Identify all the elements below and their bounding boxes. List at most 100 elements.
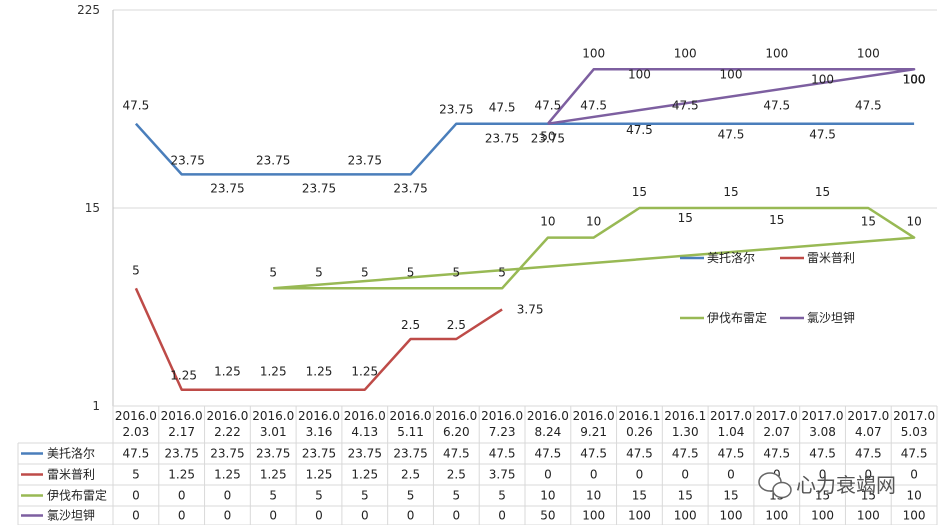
table-cell: 5	[453, 489, 461, 503]
table-cell: 0	[910, 468, 918, 482]
series-line-3	[273, 206, 916, 290]
category-label: 2016.1	[664, 409, 706, 423]
data-label: 100	[903, 72, 926, 86]
data-label: 5	[315, 265, 323, 279]
data-label: 15	[632, 185, 647, 199]
data-table: 2016.0 2.03 2016.0 2.17 2016.0 2.22 2016.0 3.01…	[17, 405, 938, 525]
wechat-bubble-icon	[758, 472, 792, 499]
table-cell: 5	[498, 489, 506, 503]
table-cell: 100	[582, 509, 605, 523]
legend-label: 雷米普利	[807, 251, 855, 265]
table-cell: 47.5	[763, 447, 790, 461]
table-cell: 0	[178, 489, 186, 503]
data-label: 23.75	[348, 153, 382, 167]
data-label: 23.75	[170, 153, 204, 167]
table-cell: 23.75	[393, 447, 427, 461]
table-cell: 100	[811, 509, 834, 523]
table-cell: 5	[269, 489, 277, 503]
data-label: 5	[132, 263, 140, 277]
category-label: 2016.0	[206, 409, 248, 423]
table-cell: 0	[361, 509, 369, 523]
table-cell: 100	[857, 509, 880, 523]
category-label: 3.08	[809, 425, 836, 439]
data-label: 23.75	[256, 153, 290, 167]
table-cell: 50	[540, 509, 555, 523]
data-label: 100	[628, 67, 651, 81]
table-cell: 3.75	[489, 468, 516, 482]
y-tick-label: 1	[92, 399, 100, 413]
category-label: 2016.0	[252, 409, 294, 423]
category-label: 4.07	[855, 425, 882, 439]
series-lines	[134, 68, 916, 391]
category-label: 2017.0	[893, 409, 935, 423]
table-cell: 23.75	[348, 447, 382, 461]
table-cell: 100	[674, 509, 697, 523]
table-cell: 47.5	[718, 447, 745, 461]
table-cell: 1.25	[214, 468, 241, 482]
data-label: 47.5	[123, 99, 150, 113]
table-cell: 1.25	[260, 468, 287, 482]
table-cell: 15	[632, 489, 647, 503]
table-cell: 23.75	[164, 447, 198, 461]
table-cell: 0	[269, 509, 277, 523]
data-label: 47.5	[489, 101, 516, 115]
data-label: 100	[765, 46, 788, 60]
table-cell: 5	[315, 489, 323, 503]
table-cell: 0	[727, 468, 735, 482]
table-cell: 47.5	[626, 447, 653, 461]
category-label: 2016.1	[618, 409, 660, 423]
category-label: 2017.0	[847, 409, 889, 423]
data-label: 47.5	[855, 99, 882, 113]
data-label: 100	[903, 72, 926, 86]
table-cell: 1.25	[306, 468, 333, 482]
table-cell: 23.75	[256, 447, 290, 461]
category-label: 2016.0	[435, 409, 477, 423]
table-cell: 0	[544, 468, 552, 482]
data-label: 47.5	[763, 99, 790, 113]
data-label: 5	[498, 265, 506, 279]
data-label: 15	[678, 211, 693, 225]
table-cell: 10	[540, 489, 555, 503]
category-label: 1.30	[672, 425, 699, 439]
data-label: 47.5	[580, 99, 607, 113]
table-cell: 47.5	[672, 447, 699, 461]
table-cell: 0	[224, 509, 232, 523]
category-label: 2.17	[168, 425, 195, 439]
table-cell: 2.5	[401, 468, 420, 482]
table-cell: 5	[407, 489, 415, 503]
table-cell: 5	[132, 468, 140, 482]
data-label: 100	[811, 72, 834, 86]
category-label: 0.26	[626, 425, 653, 439]
data-label: 15	[723, 185, 738, 199]
category-label: 2016.0	[390, 409, 432, 423]
data-label: 47.5	[626, 123, 653, 137]
category-label: 1.04	[718, 425, 745, 439]
category-label: 3.01	[260, 425, 287, 439]
watermark-text: 心力衰竭网	[796, 473, 896, 497]
data-label: 5	[269, 265, 277, 279]
data-label: 1.25	[214, 365, 241, 379]
category-label: 2016.0	[115, 409, 157, 423]
table-cell: 47.5	[489, 447, 516, 461]
table-cell: 0	[636, 468, 644, 482]
data-label: 23.75	[531, 132, 565, 146]
category-label: 8.24	[535, 425, 562, 439]
data-label: 10	[586, 215, 601, 229]
table-cell: 100	[628, 509, 651, 523]
data-label: 47.5	[809, 128, 836, 142]
data-label: 23.75	[485, 132, 519, 146]
category-label: 5.03	[901, 425, 928, 439]
data-label: 47.5	[535, 99, 562, 113]
data-label: 10	[906, 215, 921, 229]
table-cell: 47.5	[580, 447, 607, 461]
y-tick-label: 15	[85, 201, 100, 215]
table-cell: 0	[498, 509, 506, 523]
data-label: 1.25	[260, 365, 287, 379]
data-labels: 47.5 23.75 23.75 23.75 23.75 23.75 23.75 23.75 2…	[123, 46, 926, 382]
table-cell: 47.5	[443, 447, 470, 461]
table-cell: 15	[861, 489, 876, 503]
category-label: 2016.0	[573, 409, 615, 423]
table-cell: 100	[765, 509, 788, 523]
data-label: 5	[453, 265, 461, 279]
category-label: 7.23	[489, 425, 516, 439]
